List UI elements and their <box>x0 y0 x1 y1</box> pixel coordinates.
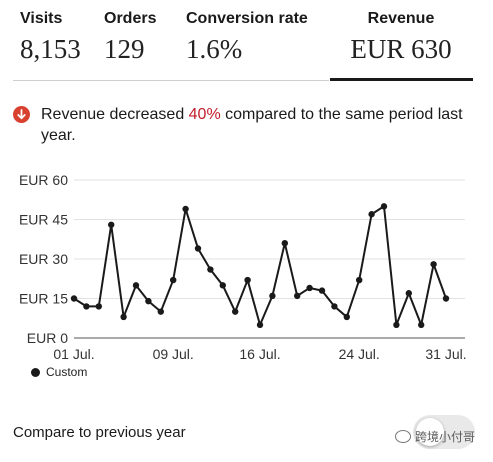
data-point <box>170 276 177 284</box>
chart-legend: Custom <box>31 365 87 379</box>
data-point <box>194 245 202 252</box>
watermark-text: 跨境小付哥 <box>415 430 476 444</box>
stat-revenue[interactable]: Revenue EUR 630 <box>330 10 472 65</box>
data-point <box>256 321 264 329</box>
data-point <box>430 261 437 268</box>
data-point <box>219 282 226 289</box>
data-point <box>356 276 363 284</box>
stat-label: Revenue <box>367 10 435 27</box>
y-tick-label: EUR 30 <box>19 251 68 267</box>
data-point <box>331 303 338 310</box>
arrow-down-circle-icon <box>13 106 30 123</box>
stat-label: Conversion rate <box>186 10 308 27</box>
wechat-icon <box>395 430 411 443</box>
active-tab-indicator <box>330 78 473 81</box>
revenue-line-chart: EUR 0 EUR 15 EUR 30 EUR 45 EUR 60 01 Jul. 09 J… <box>19 172 467 362</box>
notice-percent: 40% <box>188 106 221 123</box>
stat-value: 1.6% <box>186 34 243 64</box>
data-point <box>405 290 412 297</box>
x-tick-label: 16 Jul. <box>239 346 280 362</box>
data-point <box>318 287 326 294</box>
data-point <box>294 292 301 300</box>
toggle-knob[interactable] <box>416 418 444 446</box>
data-point <box>281 240 288 247</box>
data-point <box>207 266 214 273</box>
data-point <box>343 313 350 321</box>
series-line <box>73 205 447 326</box>
data-point <box>418 321 425 329</box>
x-tick-label: 24 Jul. <box>339 346 380 362</box>
notice-text-after: compared to the same period last year. <box>41 106 463 144</box>
notice-text: Revenue decreased 40% compared to the sa… <box>41 104 481 146</box>
compare-toggle[interactable] <box>413 415 475 449</box>
stat-value: 8,153 <box>20 34 81 64</box>
data-point <box>145 297 152 305</box>
watermark: 跨境小付哥 <box>395 428 475 445</box>
compare-label: Compare to previous year <box>13 424 186 441</box>
data-point <box>269 292 276 300</box>
x-tick-label: 31 Jul. <box>425 346 466 362</box>
data-point <box>232 308 239 315</box>
stats-header: Visits 8,153 Orders 129 Conversion rate … <box>0 0 493 82</box>
y-tick-label: EUR 45 <box>19 212 68 228</box>
data-point <box>132 282 140 289</box>
data-point <box>70 295 78 302</box>
legend-label: Custom <box>46 365 88 379</box>
x-tick-label: 09 Jul. <box>153 346 194 362</box>
stat-value: EUR 630 <box>350 34 452 64</box>
y-tick-label: EUR 60 <box>19 172 68 188</box>
data-point <box>380 203 388 210</box>
notice-text-before: Revenue decreased <box>41 106 189 123</box>
data-point <box>108 221 115 228</box>
data-point <box>244 276 251 284</box>
stat-value: 129 <box>104 34 145 64</box>
y-tick-label: EUR 15 <box>19 291 68 307</box>
data-point <box>442 295 450 302</box>
data-point <box>120 313 127 321</box>
data-point <box>182 205 189 213</box>
tab-divider <box>13 80 329 81</box>
data-point <box>157 308 164 315</box>
x-tick-label: 01 Jul. <box>53 346 94 362</box>
data-point <box>393 321 400 329</box>
data-point <box>83 303 90 310</box>
data-point <box>306 284 313 292</box>
stat-label: Orders <box>104 10 157 27</box>
y-tick-label: EUR 0 <box>27 330 68 346</box>
data-point <box>95 303 103 310</box>
data-point <box>368 211 375 218</box>
stat-orders[interactable]: Orders 129 <box>104 10 156 65</box>
stat-label: Visits <box>20 10 63 27</box>
stat-conversion-rate[interactable]: Conversion rate 1.6% <box>186 10 308 65</box>
stat-visits[interactable]: Visits 8,153 <box>20 10 81 65</box>
legend-dot-icon <box>31 368 40 377</box>
